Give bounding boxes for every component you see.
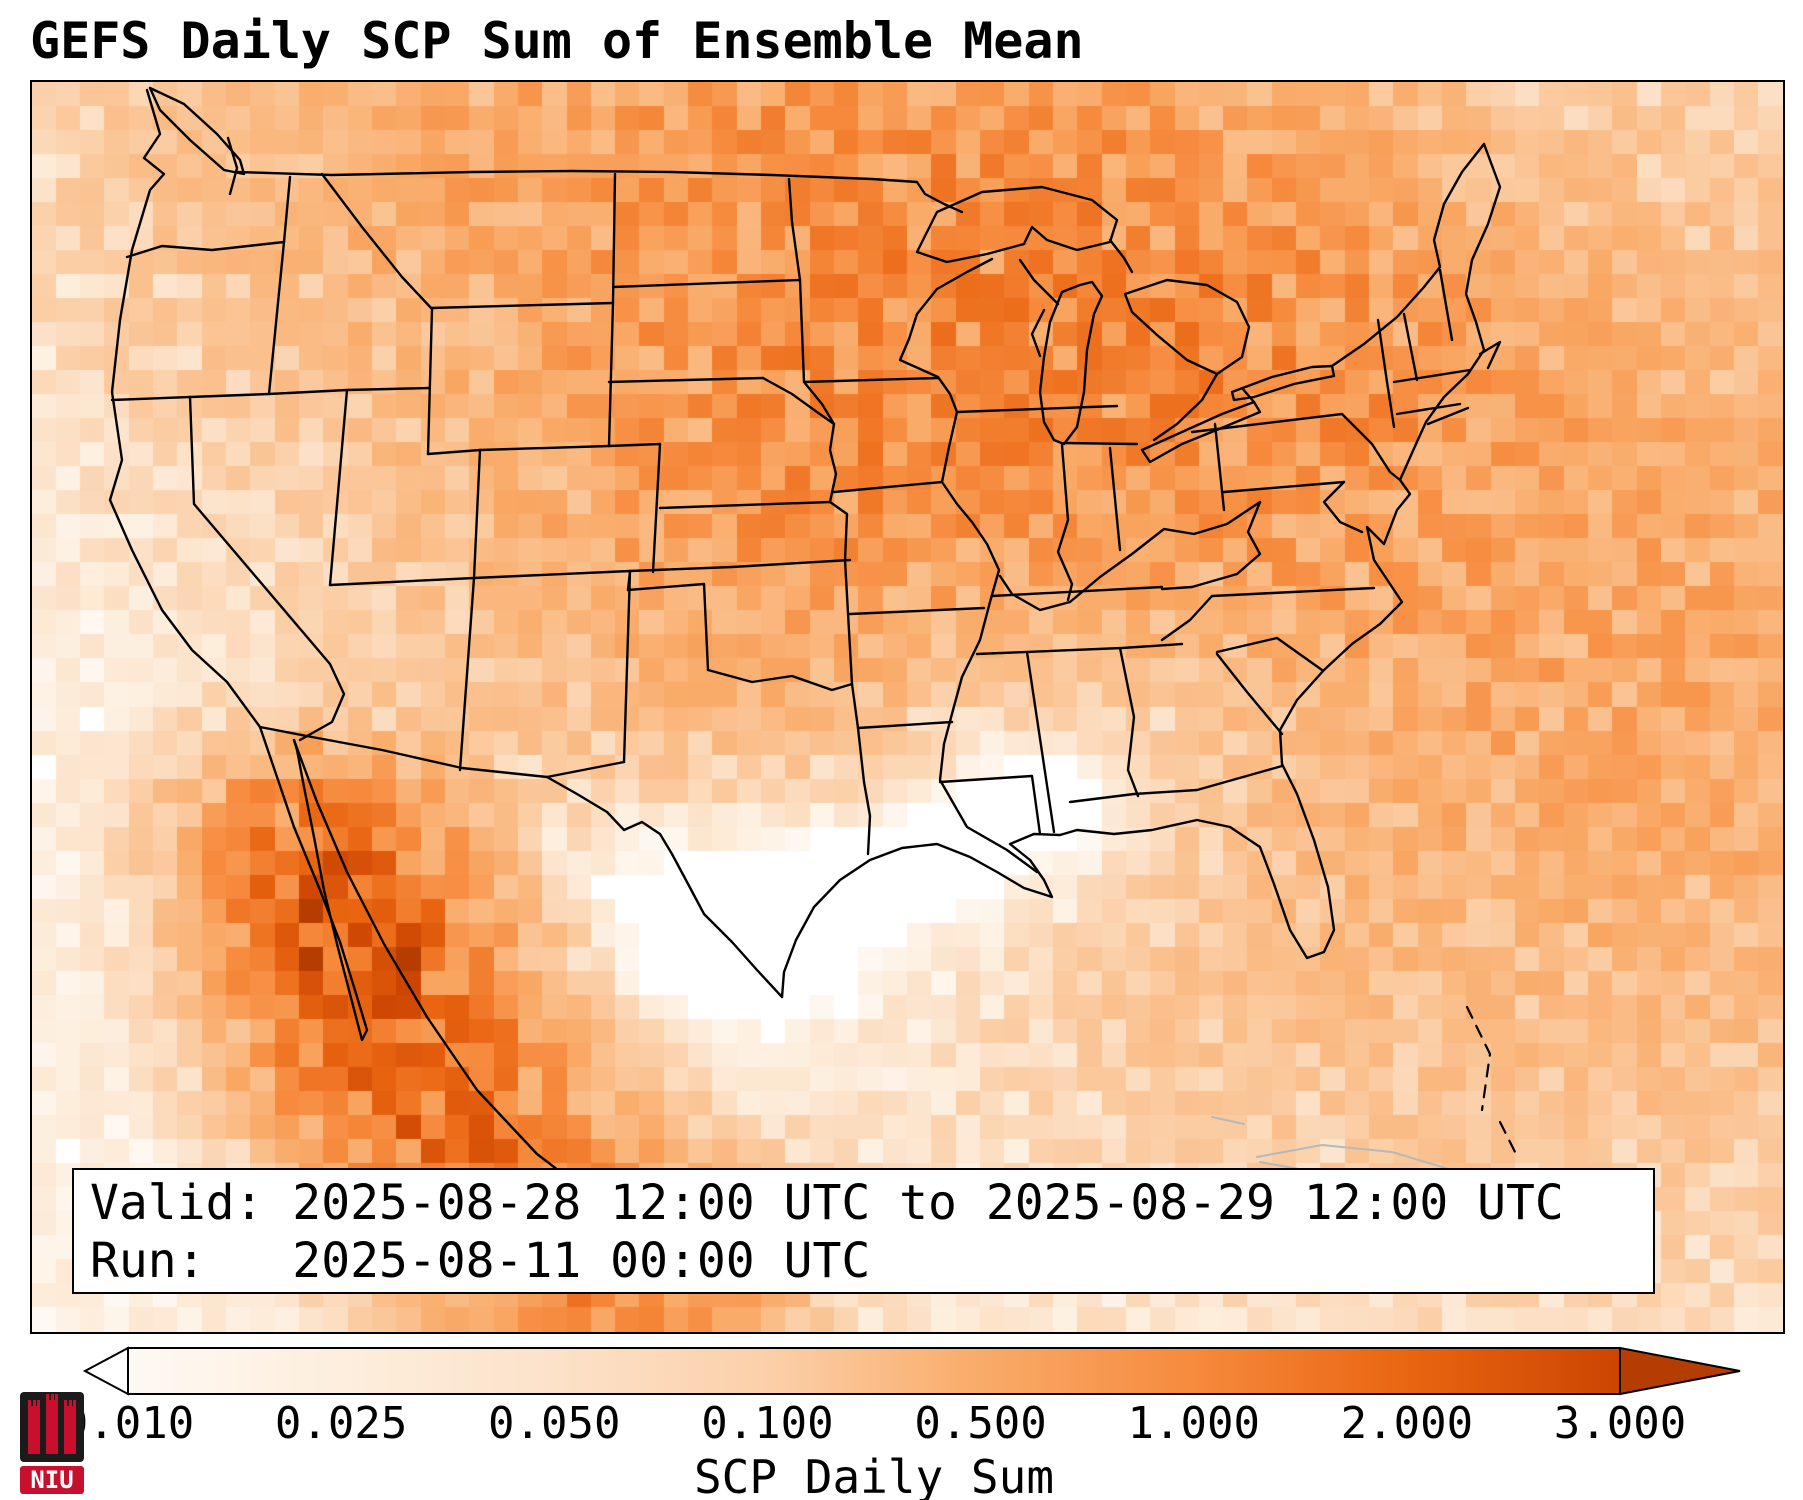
colorbar-extend-high-arrow [1619,1346,1741,1396]
colorbar-tick-labels: 0.010 0.025 0.050 0.100 0.500 1.000 2.000 3.000 [0,1398,1803,1452]
borders-coastlines-layer [108,86,1502,1232]
maritime-dashed-layer [1465,1005,1520,1160]
castle-icon [28,1394,76,1454]
colorbar-tick-label: 0.500 [914,1398,1047,1449]
page-title: GEFS Daily SCP Sum of Ensemble Mean [30,12,1084,70]
colorbar-tick-label: 0.100 [701,1398,834,1449]
scp-heatmap [32,82,1783,1332]
map-panel: Valid: 2025-08-28 12:00 UTC to 2025-08-2… [30,80,1785,1334]
colorbar-gradient-bar [127,1347,1621,1395]
logo-text: NIU [30,1466,73,1494]
colorbar-tick-label: 0.025 [274,1398,408,1449]
niu-logo: NIU [20,1392,84,1494]
colorbar-tick-label: 1.000 [1127,1398,1260,1449]
run-time-text: Run: 2025-08-11 00:00 UTC [90,1233,871,1289]
validity-info-box: Valid: 2025-08-28 12:00 UTC to 2025-08-2… [72,1168,1655,1294]
us-basemap [108,86,1520,1232]
colorbar-extend-low-arrow [82,1346,129,1396]
colorbar-axis-label: SCP Daily Sum [693,1450,1055,1500]
colorbar [82,1346,1741,1396]
colorbar-tick-label: 3.000 [1553,1398,1687,1449]
colorbar-tick-label: 2.000 [1340,1398,1474,1449]
colorbar-tick-label: 0.050 [488,1398,621,1449]
logo-banner [20,1466,84,1494]
valid-time-text: Valid: 2025-08-28 12:00 UTC to 2025-08-2… [90,1175,1564,1231]
